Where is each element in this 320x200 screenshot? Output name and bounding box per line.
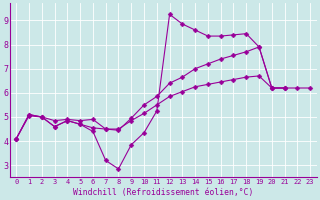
- X-axis label: Windchill (Refroidissement éolien,°C): Windchill (Refroidissement éolien,°C): [73, 188, 253, 197]
